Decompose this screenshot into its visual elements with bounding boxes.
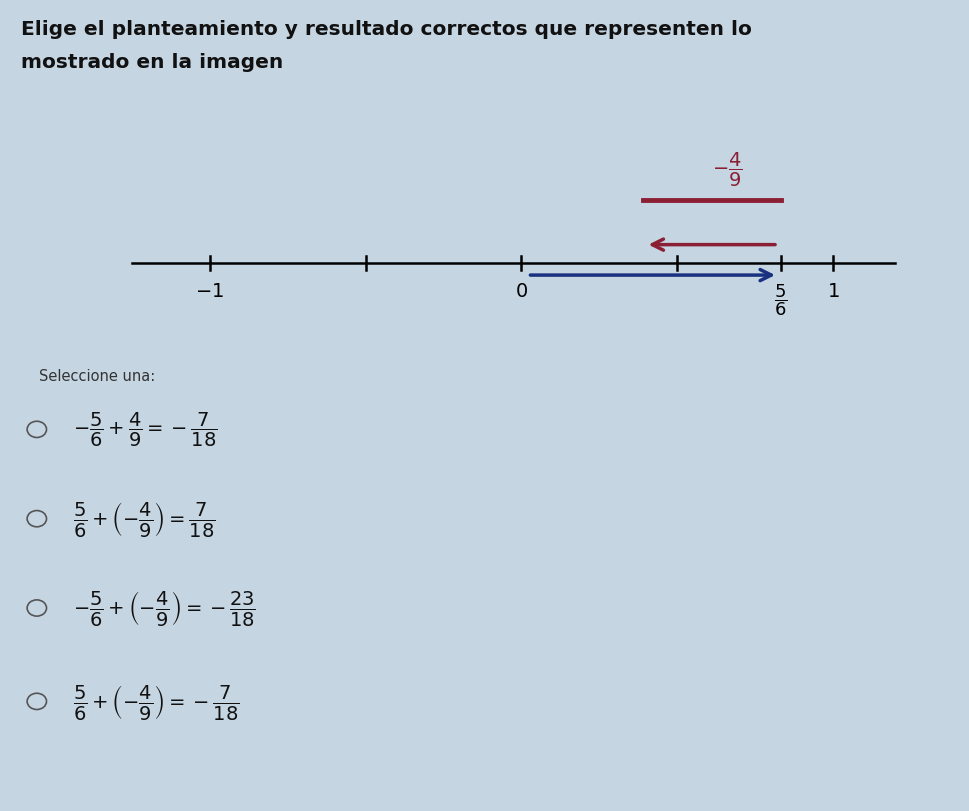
Text: $1$: $1$ [827,281,839,301]
Text: $-\dfrac{4}{9}$: $-\dfrac{4}{9}$ [712,151,742,188]
Text: Elige el planteamiento y resultado correctos que representen lo: Elige el planteamiento y resultado corre… [21,20,752,39]
Text: mostrado en la imagen: mostrado en la imagen [21,53,284,71]
Text: $\dfrac{5}{6} + \left(-\dfrac{4}{9}\right) = -\dfrac{7}{18}$: $\dfrac{5}{6} + \left(-\dfrac{4}{9}\righ… [73,682,239,721]
Text: Seleccione una:: Seleccione una: [39,369,155,384]
Text: $-\dfrac{5}{6} + \left(-\dfrac{4}{9}\right) = -\dfrac{23}{18}$: $-\dfrac{5}{6} + \left(-\dfrac{4}{9}\rig… [73,589,256,628]
Text: $\dfrac{5}{6}$: $\dfrac{5}{6}$ [774,281,788,317]
Text: $-\dfrac{5}{6} + \dfrac{4}{9} = -\dfrac{7}{18}$: $-\dfrac{5}{6} + \dfrac{4}{9} = -\dfrac{… [73,411,217,448]
Text: $-1$: $-1$ [196,281,224,301]
Text: $\dfrac{5}{6} + \left(-\dfrac{4}{9}\right) = \dfrac{7}{18}$: $\dfrac{5}{6} + \left(-\dfrac{4}{9}\righ… [73,500,215,539]
Text: $0$: $0$ [515,281,528,301]
